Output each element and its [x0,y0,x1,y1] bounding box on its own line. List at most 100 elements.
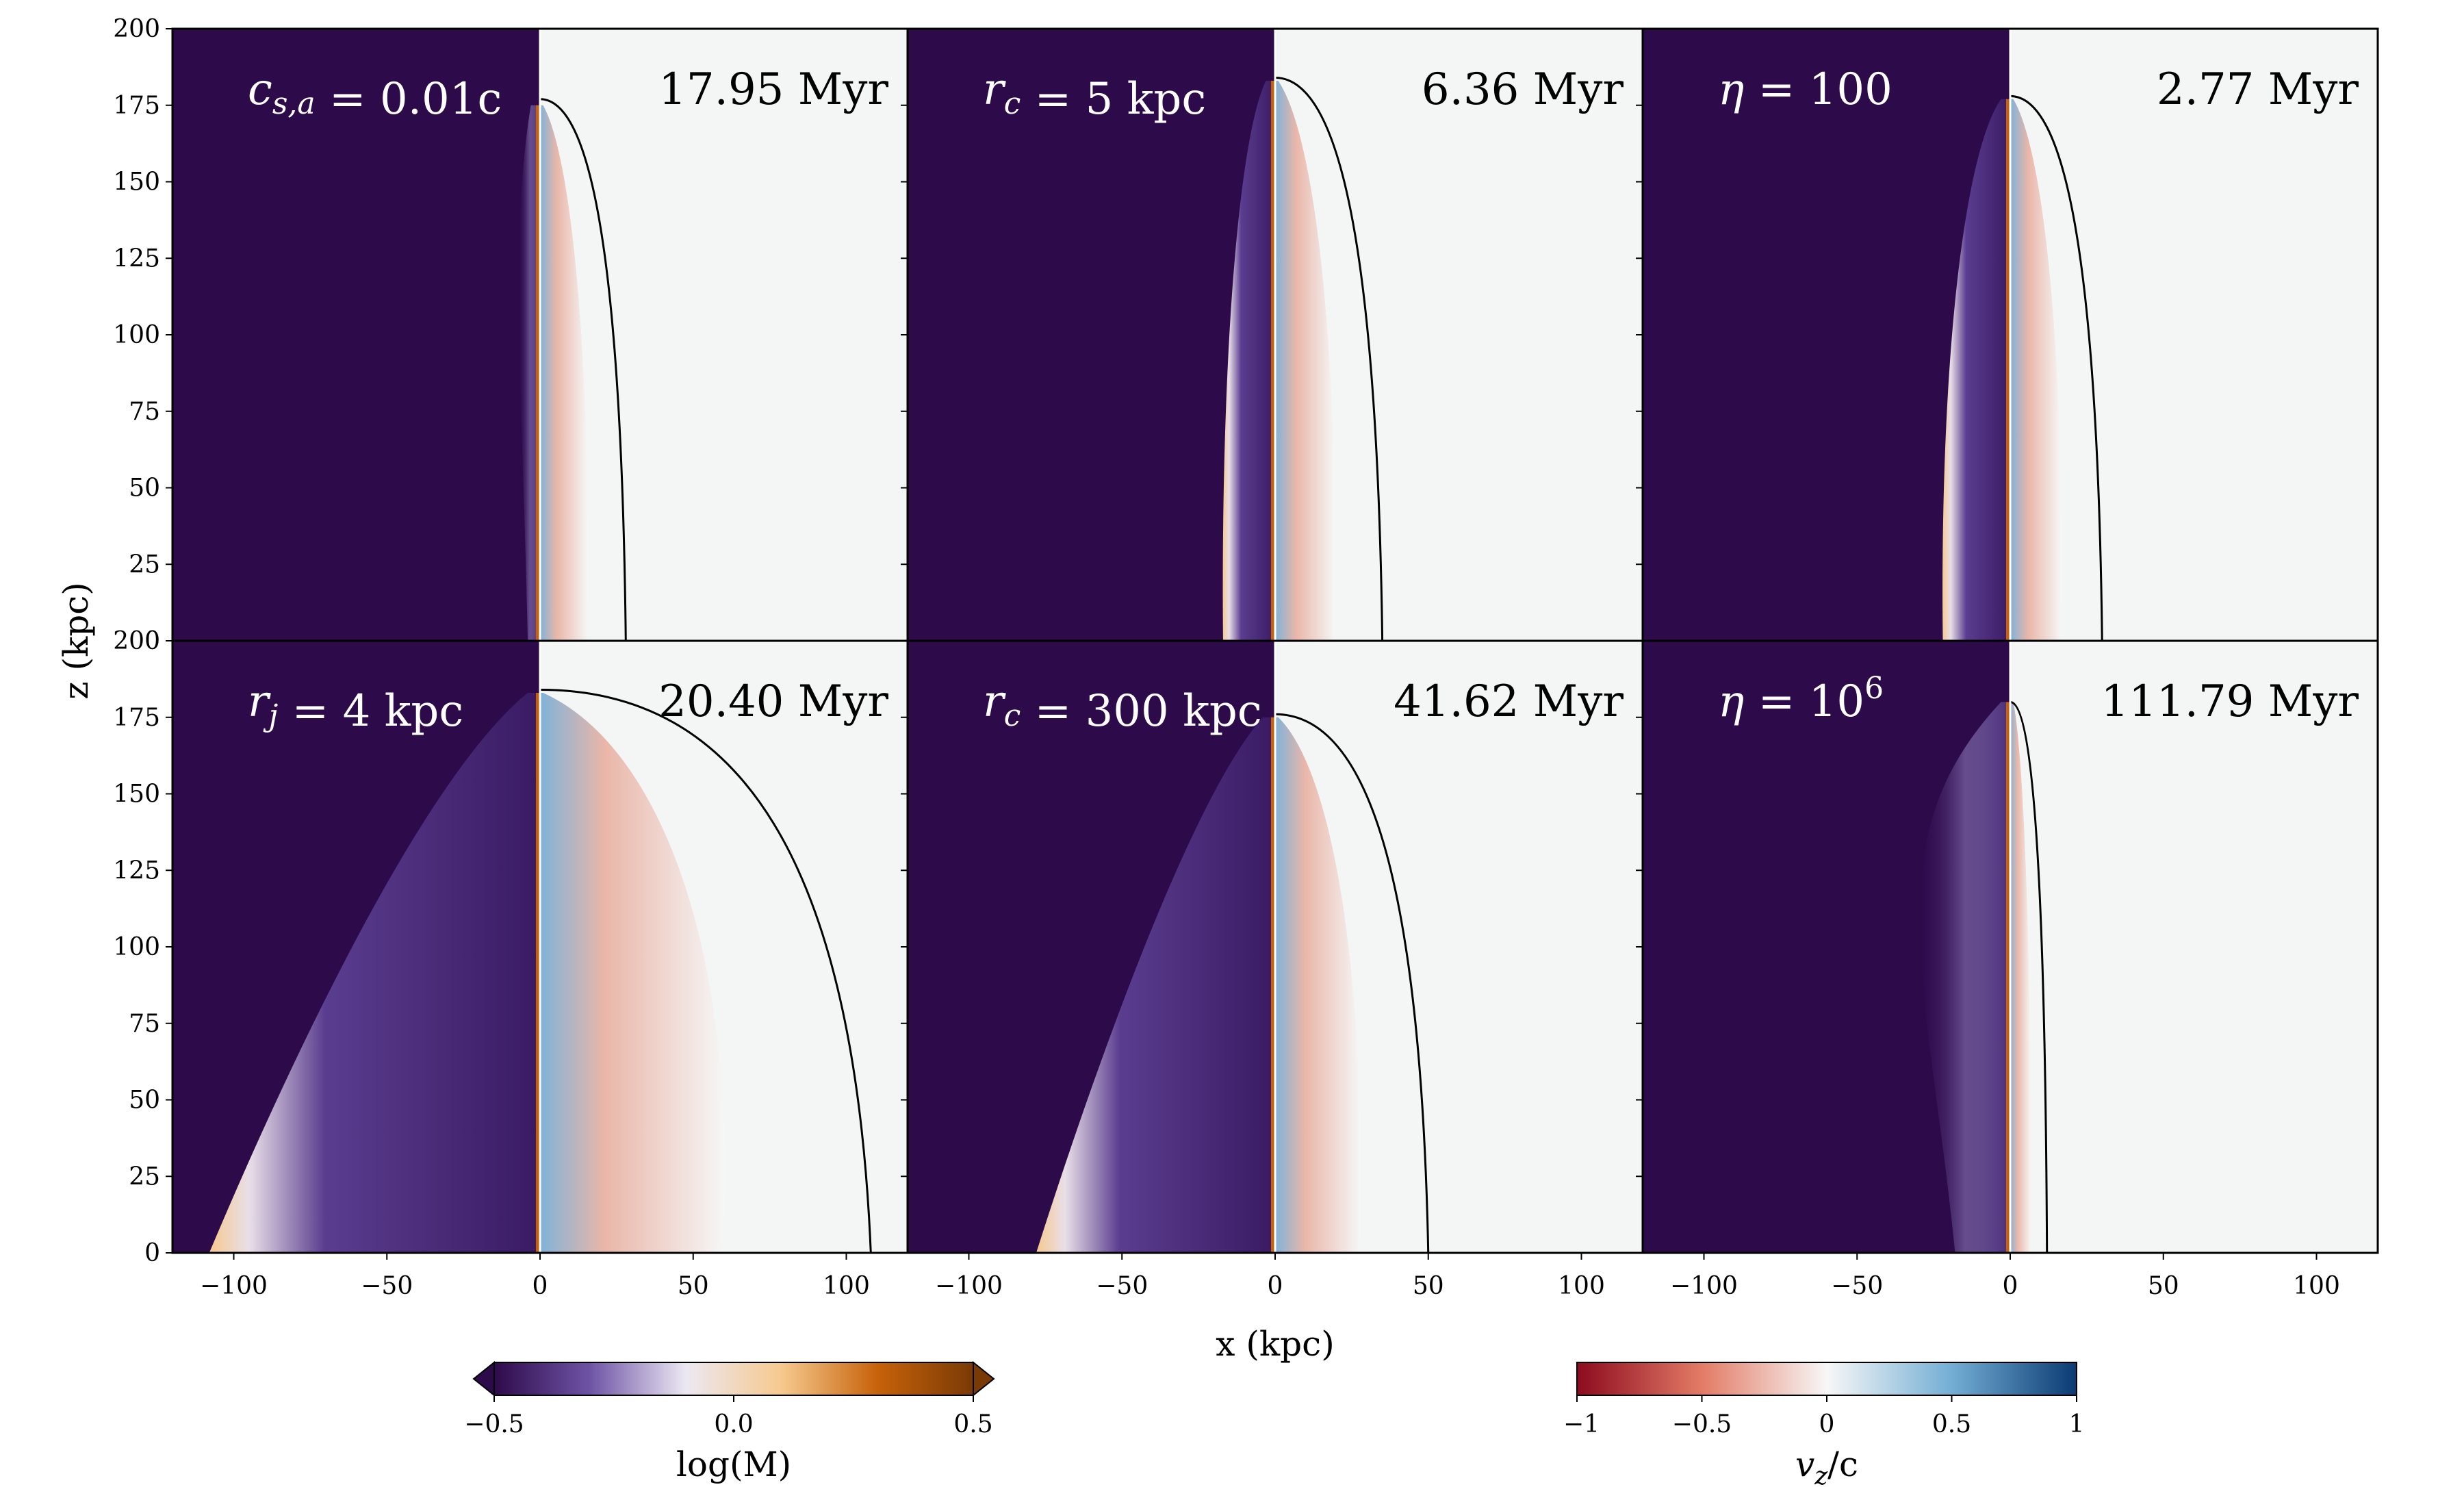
jet-spine [2006,702,2010,1253]
x-tick-label: 0 [2003,1272,2018,1300]
vz-colorbar-tick-label: −0.5 [1672,1410,1732,1438]
x-tick-label: −50 [1096,1272,1148,1300]
x-tick-label: 0 [532,1272,548,1300]
y-tick-label: 100 [113,933,160,961]
y-tick-label: 200 [113,627,160,655]
y-tick-label: 125 [113,856,160,885]
mach-colorbar-max-arrow [973,1360,995,1397]
cocoon-mach [1222,80,1275,641]
bow-shock-contour [2010,700,2049,1253]
x-tick-label: 100 [1558,1272,1605,1300]
panel-2: rc = 5 kpc 6.36 Myr [906,27,1644,642]
panels-layer: cs,a = 0.01c 17.95 Myr rc = 5 kpc 6.36 Myr η… [171,27,2379,1254]
vz-colorbar-tick-label: −1 [1563,1410,1600,1438]
y-tick-label: 50 [129,474,160,503]
bow-shock-contour [539,98,627,641]
panel-4: rj = 4 kpc 20.40 Myr [171,639,909,1254]
cocoon-velocity [2010,702,2031,1253]
vz-colorbar-tick-label: 0 [1819,1410,1835,1438]
cocoon-velocity [2010,99,2062,641]
panel-time-label: 6.36 Myr [1422,64,1624,115]
bow-shock-contour [539,689,872,1253]
vz-colorbar-bar [1576,1362,2077,1396]
x-tick-label: −100 [1670,1272,1738,1300]
panel-parameter-label: η = 106 [1718,671,1884,727]
cocoon-velocity [540,692,725,1253]
x-tick-label: 50 [1413,1272,1444,1300]
cocoon-velocity [1275,717,1361,1253]
panel-time-label: 111.79 Myr [2101,676,2359,727]
x-tick-label: −50 [1831,1272,1883,1300]
y-tick-label: 150 [113,168,160,196]
x-tick-label: 100 [2293,1272,2340,1300]
panel-time-label: 20.40 Myr [658,676,888,727]
cocoon-mach [1942,99,2010,641]
y-tick-label: 75 [129,1010,160,1038]
jet-spine [1271,80,1275,641]
vz-colorbar-label: vz/c [1795,1445,1858,1487]
velocity-map-background [2010,641,2378,1253]
velocity-map-background [1275,29,1643,641]
cocoon-velocity [540,105,588,641]
panel-1: cs,a = 0.01c 17.95 Myr [171,27,909,642]
jet-spine [2006,99,2010,641]
bow-shock-contour [1274,77,1384,641]
y-axis-title: z (kpc) [56,582,96,700]
mach-map-background [172,29,540,641]
y-tick-label: 150 [113,780,160,809]
mach-colorbar-tick-label: −0.5 [464,1410,524,1438]
x-tick-label: 0 [1268,1272,1283,1300]
y-tick-label: 50 [129,1086,160,1115]
vz-colorbar: −1 −0.5 0 0.5 1 vz/c [1563,1362,2084,1487]
mach-colorbar: −0.5 0.0 0.5 log(M) [464,1360,995,1484]
x-tick-label: 50 [2148,1272,2179,1300]
x-tick-label: 100 [823,1272,870,1300]
x-tick-label: −100 [200,1272,268,1300]
jet-spine [536,105,540,641]
panel-time-label: 17.95 Myr [658,64,888,115]
mach-colorbar-tick-label: 0.5 [953,1410,992,1438]
velocity-map-background [2010,29,2378,641]
y-tick-label: 0 [144,627,160,655]
cocoon-mach [518,105,540,641]
panel-parameter-label: rj = 4 kpc [248,676,463,737]
panel-6: η = 106 111.79 Myr [1641,639,2379,1254]
panel-5: rc = 300 kpc 41.62 Myr [906,639,1644,1254]
axes-layer: 0255075100125150175200025507510012515017… [56,15,2340,1364]
mach-colorbar-tick-label: 0.0 [714,1410,753,1438]
mach-colorbar-label: log(M) [676,1445,791,1484]
x-tick-label: 50 [678,1272,709,1300]
panel-3: η = 100 2.77 Myr [1641,27,2379,642]
x-tick-label: −100 [935,1272,1003,1300]
panel-time-label: 41.62 Myr [1394,676,1624,727]
mach-map-background [908,29,1275,641]
panel-parameter-label: cs,a = 0.01c [248,64,502,125]
bow-shock-contour [1274,713,1430,1253]
vz-colorbar-tick-label: 1 [2069,1410,2085,1438]
colorbar-layer: −0.5 0.0 0.5 log(M) −1 −0.5 0 0.5 1 vz/c [464,1360,2084,1487]
panel-time-label: 2.77 Myr [2157,64,2359,115]
vz-colorbar-tick-label: 0.5 [1932,1410,1971,1438]
y-tick-label: 175 [113,92,160,120]
x-axis-title: x (kpc) [1216,1324,1334,1364]
y-tick-label: 0 [144,1239,160,1267]
y-tick-label: 75 [129,398,160,426]
y-tick-label: 175 [113,704,160,732]
y-tick-label: 25 [129,550,160,579]
mach-colorbar-bar [493,1362,974,1396]
mach-colorbar-min-arrow [472,1360,495,1397]
cocoon-mach [1919,702,2010,1253]
y-tick-label: 100 [113,321,160,349]
cocoon-mach [1036,717,1275,1253]
velocity-map-background [540,29,908,641]
x-tick-label: −50 [361,1272,413,1300]
panel-parameter-label: rc = 300 kpc [983,676,1262,737]
cocoon-velocity [1275,80,1335,641]
panel-parameter-label: rc = 5 kpc [983,64,1206,125]
panel-parameter-label: η = 100 [1718,64,1892,115]
y-tick-label: 200 [113,15,160,43]
y-tick-label: 25 [129,1162,160,1191]
jet-spine [536,692,540,1253]
cocoon-mach [209,692,540,1253]
